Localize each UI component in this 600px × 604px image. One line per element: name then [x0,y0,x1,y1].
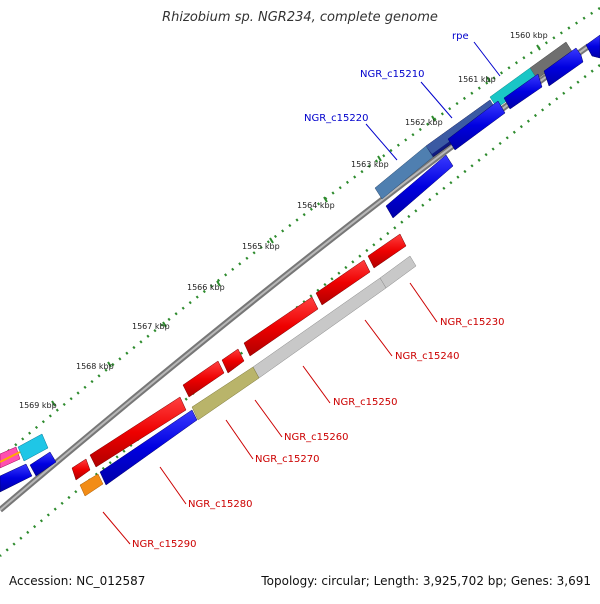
gene-label-c15240[interactable]: NGR_c15240 [395,351,460,362]
ruler-label-1568: 1568 kbp [76,362,114,371]
gene-arrow-red-c15250 [243,296,319,357]
gene-arrow-blue-1 [543,47,584,87]
gene-label-c15230[interactable]: NGR_c15230 [440,317,505,328]
ruler-label-1566: 1566 kbp [187,283,225,292]
gene-label-c15210[interactable]: NGR_c15210 [360,69,425,80]
reverse-leader-lines [102,282,438,545]
ruler-label-1563: 1563 kbp [351,160,389,169]
gene-label-c15270[interactable]: NGR_c15270 [255,454,320,465]
gene-arrow-blue-2 [503,73,543,110]
gene-arrow-blue-4 [385,154,454,219]
gene-label-c15280[interactable]: NGR_c15280 [188,499,253,510]
gene-block-steel-c15220 [374,145,434,200]
accession-text: Accession: NC_012587 [9,574,146,588]
gene-arrow-blue-3 [447,100,506,151]
gene-label-c15290[interactable]: NGR_c15290 [132,539,197,550]
gene-arrow-red-c15290 [71,458,91,481]
topology-summary: Topology: circular; Length: 3,925,702 bp… [261,574,591,588]
gene-label-c15260[interactable]: NGR_c15260 [284,432,349,443]
ruler-label-1565: 1565 kbp [242,242,280,251]
gene-block-cyan-left [17,433,49,462]
ruler-ticks [51,44,541,407]
ruler-label-1567: 1567 kbp [132,322,170,331]
gene-arrow-red-c15260 [221,348,245,374]
ruler-dotted-outer [0,6,600,459]
gene-label-c15220[interactable]: NGR_c15220 [304,113,369,124]
gene-arrow-red-c15240 [315,259,371,306]
forward-leader-lines [365,41,501,161]
gene-arrow-blue-left-1 [29,451,57,477]
ruler-label-1564: 1564 kbp [297,201,335,210]
gene-block-steel-c15220-b [426,100,496,154]
ruler-label-1560: 1560 kbp [510,31,548,40]
gene-arrow-blue-left-2 [0,463,33,493]
gene-block-olive [191,366,260,421]
gene-arrow-blue-5 [585,34,600,59]
gene-block-orange [79,473,104,497]
gene-stripe-orange-left [0,451,21,463]
ruler-label-1561: 1561 kbp [458,75,496,84]
ruler-label-1569: 1569 kbp [19,401,57,410]
genome-title: Rhizobium sp. NGR234, complete genome [162,10,438,25]
gene-arrow-blue-c15280 [99,409,198,486]
gene-arrow-red-c15270 [182,360,225,398]
ruler-dotted-inner [0,64,600,557]
gene-label-rpe[interactable]: rpe [452,31,469,42]
gene-arrow-red-c15230 [367,233,407,269]
gene-arrow-red-c15280 [89,396,187,468]
ruler-label-1562: 1562 kbp [405,118,443,127]
gene-label-c15250[interactable]: NGR_c15250 [333,397,398,408]
